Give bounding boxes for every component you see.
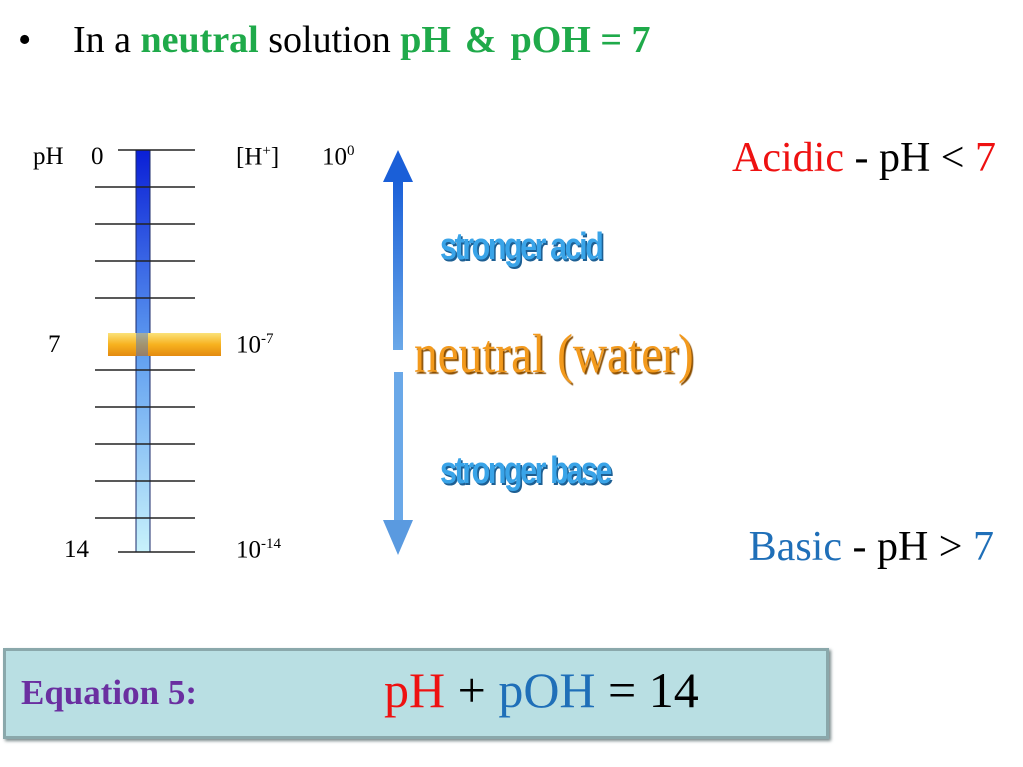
- equation-label: Equation 5:: [21, 673, 198, 712]
- h-tick-14: 10-14: [236, 536, 281, 564]
- basic-condition: Basic - pH > 7: [748, 524, 994, 570]
- equation-formula: pH + pOH = 14: [384, 662, 699, 718]
- bullet-marker: •: [18, 19, 32, 61]
- stronger-acid-label: stronger acid: [440, 226, 604, 268]
- neutral-word: neutral: [140, 19, 259, 61]
- bullet-statement: • In a neutral solution pH & pOH = 7: [18, 18, 650, 62]
- stronger-base-arrow: [383, 372, 413, 555]
- ph-tick-14: 14: [64, 536, 89, 563]
- bullet-prefix: In a: [73, 19, 141, 61]
- basic-word: Basic: [748, 524, 842, 570]
- stronger-base-label: stronger base: [440, 450, 612, 492]
- equation-box: Equation 5: pH + pOH = 14: [3, 648, 829, 739]
- bullet-middle: solution: [258, 19, 401, 61]
- ph-term: pH: [400, 19, 451, 61]
- neutral-water-label: neutral (water): [414, 323, 694, 384]
- ph-header: pH: [33, 143, 64, 170]
- stronger-acid-arrow: [383, 150, 413, 350]
- h-tick-0: 100: [322, 143, 355, 171]
- h-ion-header: [H+]: [236, 143, 280, 171]
- ampersand: &: [464, 19, 497, 61]
- ph-tick-7: 7: [48, 331, 61, 358]
- tick-lines: [95, 149, 195, 553]
- poh-equals-seven: pOH = 7: [510, 19, 651, 61]
- neutral-band: [108, 333, 221, 356]
- ph-tick-0: 0: [91, 143, 104, 170]
- acidic-condition: Acidic - pH < 7: [732, 135, 996, 181]
- acidic-word: Acidic: [732, 135, 844, 181]
- h-tick-7: 10-7: [236, 331, 274, 359]
